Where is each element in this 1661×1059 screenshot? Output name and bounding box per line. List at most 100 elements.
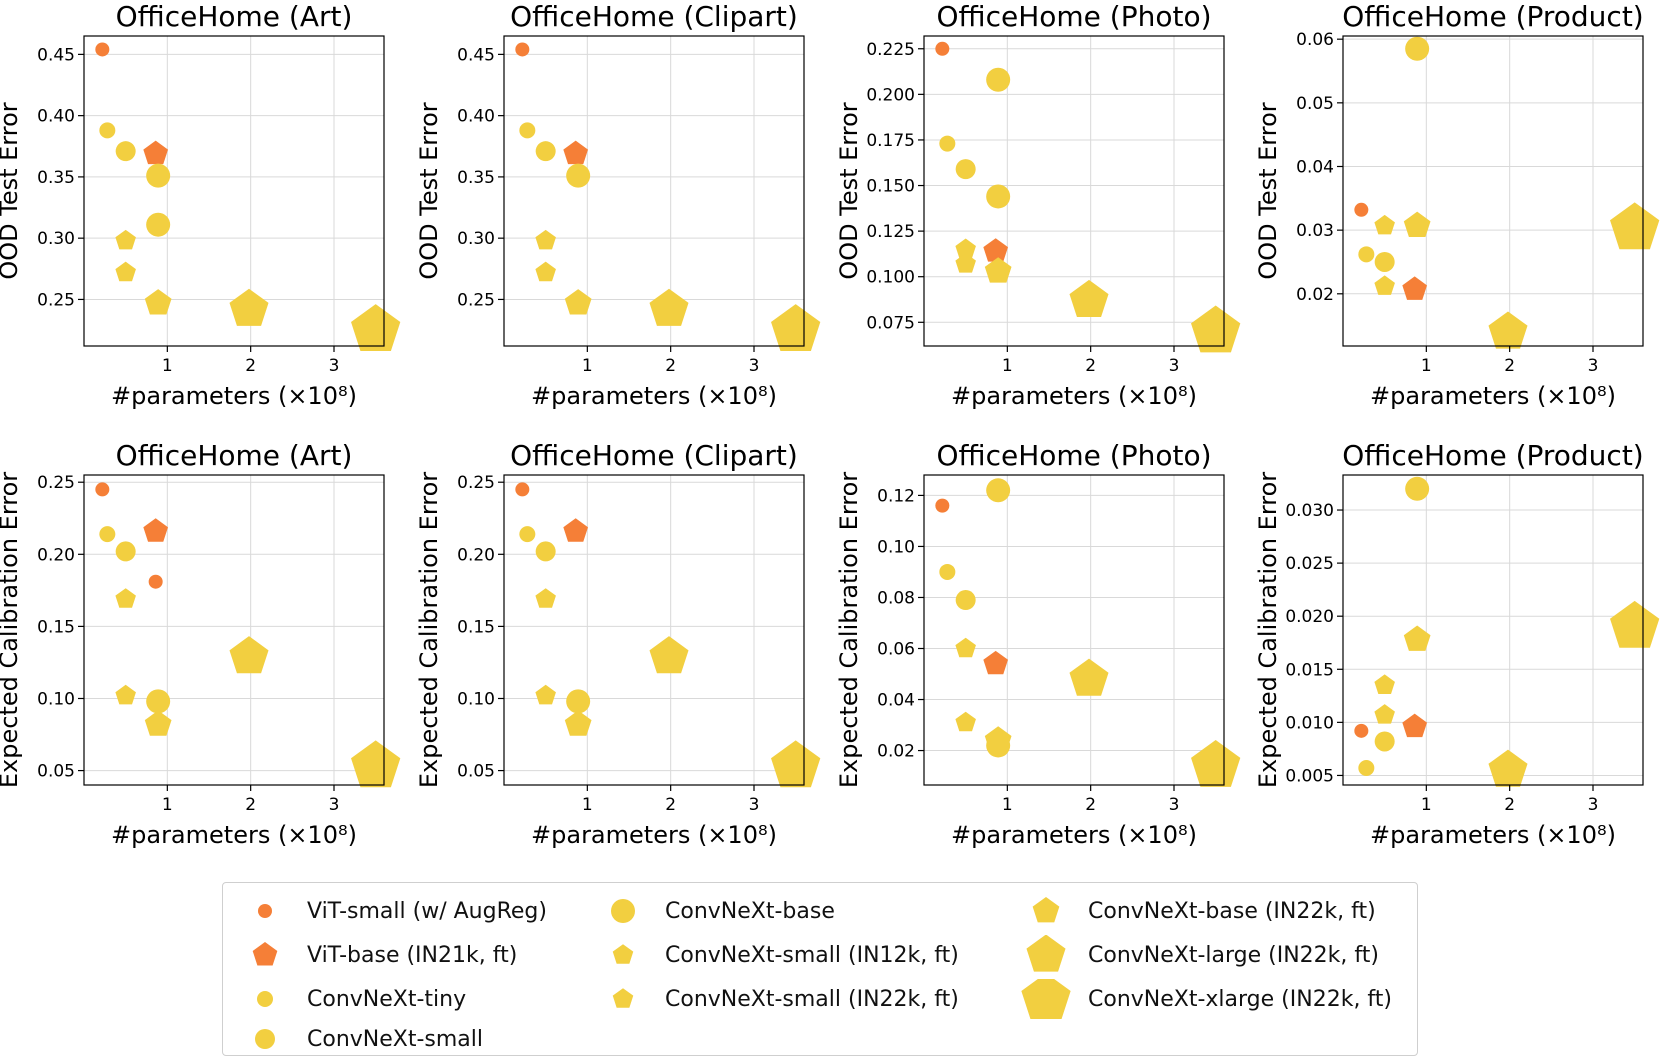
data-point-cnx_tiny xyxy=(1358,246,1375,263)
legend-marker-cnx_base_22k xyxy=(1032,896,1060,923)
data-point-cnx_large_22k xyxy=(1488,311,1528,349)
x-tick-label: 1 xyxy=(162,356,173,376)
legend-marker-shape xyxy=(252,942,278,966)
data-point-cnx_large_22k xyxy=(649,288,689,326)
panel-3: 1 2 3 0.075 0.100 0.125 0.150 0.175 0.200 0.225 Of… xyxy=(835,0,1241,410)
y-tick-label: 0.03 xyxy=(1296,221,1334,241)
legend-label: ConvNeXt-base xyxy=(665,898,835,924)
x-tick-label: 2 xyxy=(1504,795,1515,815)
plot-frame xyxy=(503,35,805,347)
data-point-cnx_base xyxy=(146,163,171,188)
data-point-cnx_base xyxy=(986,733,1011,758)
data-point-cnx_base xyxy=(566,689,591,714)
legend-label: ConvNeXt-base (IN22k, ft) xyxy=(1088,898,1376,924)
legend-marker-shape xyxy=(612,944,634,964)
y-tick-label: 0.030 xyxy=(1285,501,1334,521)
legend-marker-shape xyxy=(258,904,272,918)
legend-entry-cnx_base_22k: ConvNeXt-base (IN22k, ft) xyxy=(1016,891,1376,931)
y-tick-label: 0.010 xyxy=(1285,713,1334,733)
y-tick-label: 0.10 xyxy=(457,689,495,709)
y-tick-label: 0.05 xyxy=(457,762,495,782)
data-point-cnx_xlarge_22k xyxy=(1610,202,1660,250)
data-point-cnx_base xyxy=(1405,476,1430,501)
y-tick-label: 0.150 xyxy=(866,177,915,197)
legend-marker-cnx_large_22k xyxy=(1026,935,1066,972)
data-point-cnx_large_22k xyxy=(229,288,269,326)
y-axis-label: OOD Test Error xyxy=(415,102,443,279)
x-tick-label: 3 xyxy=(749,795,760,815)
legend-marker-cnx_small_12k xyxy=(612,944,634,964)
data-point-cnx_base xyxy=(146,689,171,714)
data-point-cnx_base xyxy=(1405,36,1430,61)
y-tick-label: 0.30 xyxy=(37,229,75,249)
y-axis-label: Expected Calibration Error xyxy=(415,472,443,788)
plot-frame xyxy=(923,474,1225,786)
legend-marker-shape xyxy=(612,988,634,1008)
x-tick-label: 3 xyxy=(749,356,760,376)
legend-label: ConvNeXt-xlarge (IN22k, ft) xyxy=(1088,986,1392,1012)
y-tick-label: 0.125 xyxy=(866,222,915,242)
x-axis-label: #parameters (×10⁸) xyxy=(1370,382,1616,410)
legend-entry-cnx_small_22k: ConvNeXt-small (IN22k, ft) xyxy=(593,979,959,1019)
data-point-cnx_xlarge_22k xyxy=(1191,305,1241,353)
data-point-cnx_base xyxy=(146,212,171,237)
y-axis-label: OOD Test Error xyxy=(835,102,863,279)
panel-5: 1 2 3 0.05 0.10 0.15 0.20 0.25 OfficeHome (Art) #… xyxy=(0,439,401,849)
y-tick-label: 0.015 xyxy=(1285,660,1334,680)
data-point-cnx_small_12k xyxy=(1374,214,1395,235)
x-tick-label: 1 xyxy=(582,356,593,376)
legend-marker-shape xyxy=(255,1029,275,1049)
x-tick-label: 1 xyxy=(162,795,173,815)
legend-marker-cnx_small_22k xyxy=(612,988,634,1008)
data-point-cnx_base_22k xyxy=(1403,625,1431,651)
legend-entry-cnx_xlarge_22k: ConvNeXt-xlarge (IN22k, ft) xyxy=(1016,979,1392,1019)
y-tick-label: 0.02 xyxy=(877,742,915,762)
plot-frame xyxy=(1342,35,1644,347)
data-point-cnx_base_22k xyxy=(144,710,172,736)
y-tick-label: 0.02 xyxy=(1296,285,1334,305)
data-point-vit_small xyxy=(515,42,530,57)
y-tick-label: 0.35 xyxy=(37,168,75,188)
x-axis-label: #parameters (×10⁸) xyxy=(111,821,357,849)
y-tick-label: 0.12 xyxy=(877,486,915,506)
y-tick-label: 0.06 xyxy=(1296,30,1334,50)
plot-frame xyxy=(83,35,385,347)
data-point-cnx_small_22k xyxy=(955,253,976,273)
data-point-cnx_small_12k xyxy=(115,588,136,608)
y-tick-label: 0.30 xyxy=(457,229,495,249)
x-tick-label: 1 xyxy=(582,795,593,815)
data-point-vit_small xyxy=(935,498,950,513)
legend: ViT-small (w/ AugReg) ViT-base (IN21k, ft… xyxy=(222,882,1418,1056)
data-point-cnx_small xyxy=(115,541,136,562)
y-tick-label: 0.15 xyxy=(37,617,75,637)
data-point-cnx_small_12k xyxy=(1374,674,1395,694)
legend-entry-cnx_base: ConvNeXt-base xyxy=(593,891,835,931)
y-tick-label: 0.075 xyxy=(866,313,915,333)
legend-entry-cnx_small_12k: ConvNeXt-small (IN12k, ft) xyxy=(593,935,959,975)
data-point-cnx_large_22k xyxy=(1069,279,1109,318)
data-point-cnx_small xyxy=(955,159,976,180)
data-point-vit_small xyxy=(935,41,950,56)
data-point-cnx_small_22k xyxy=(1374,704,1395,724)
x-tick-label: 2 xyxy=(1504,356,1515,376)
data-point-vit_base xyxy=(983,650,1008,675)
legend-entry-cnx_tiny: ConvNeXt-tiny xyxy=(235,979,466,1019)
data-point-cnx_small_22k xyxy=(535,684,556,705)
y-tick-label: 0.04 xyxy=(1296,157,1334,177)
data-point-vit_small xyxy=(148,574,163,589)
data-point-vit_base xyxy=(983,238,1008,262)
data-point-vit_small xyxy=(515,482,530,497)
data-point-vit_base xyxy=(143,518,168,542)
data-point-cnx_small_12k xyxy=(535,588,556,608)
y-tick-label: 0.08 xyxy=(877,588,915,608)
x-axis-label: #parameters (×10⁸) xyxy=(951,821,1197,849)
panel-6: 1 2 3 0.05 0.10 0.15 0.20 0.25 OfficeHome (Clipa… xyxy=(415,439,821,849)
panel-2: 1 2 3 0.25 0.30 0.35 0.40 0.45 OfficeHome (Clipa… xyxy=(415,0,821,410)
data-point-cnx_small xyxy=(115,141,136,162)
legend-entry-vit_small: ViT-small (w/ AugReg) xyxy=(235,891,547,931)
y-tick-label: 0.10 xyxy=(37,689,75,709)
data-point-cnx_xlarge_22k xyxy=(351,740,401,788)
data-point-cnx_large_22k xyxy=(1069,658,1109,696)
y-tick-label: 0.45 xyxy=(37,45,75,65)
data-point-cnx_xlarge_22k xyxy=(771,304,821,352)
